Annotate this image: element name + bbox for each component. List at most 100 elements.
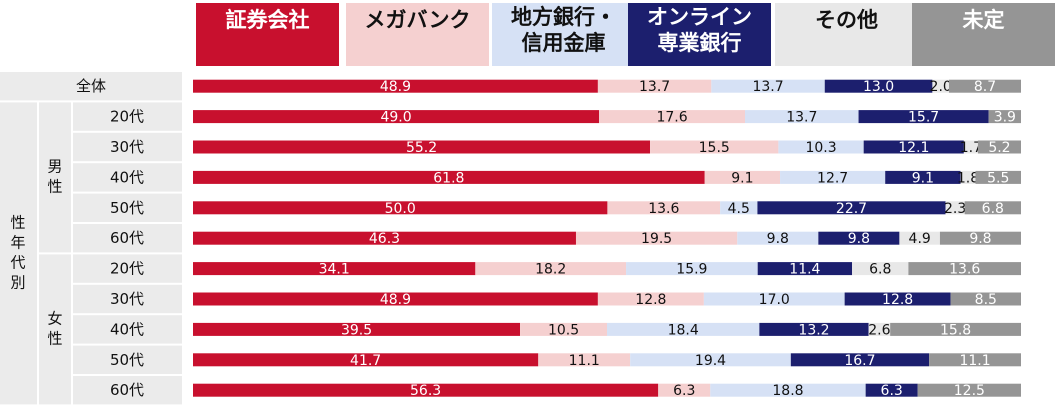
data-label: 1.8 bbox=[957, 170, 979, 186]
legend-label-1: メガバンク bbox=[364, 8, 470, 32]
data-label: 13.0 bbox=[863, 79, 894, 95]
group-label-female: 女性 bbox=[47, 309, 62, 347]
data-label: 3.9 bbox=[994, 110, 1016, 126]
data-label: 34.1 bbox=[319, 262, 350, 278]
row-label-bg bbox=[73, 193, 182, 222]
legend-label-4: その他 bbox=[815, 8, 878, 32]
row-label-bg bbox=[73, 224, 182, 253]
bar-segment bbox=[193, 110, 600, 124]
bar-segment bbox=[818, 231, 900, 245]
bar-segment bbox=[960, 170, 976, 184]
bar-segment bbox=[475, 262, 627, 276]
data-label: 50.0 bbox=[385, 201, 416, 217]
data-label: 10.3 bbox=[805, 140, 836, 156]
row-label: 40代 bbox=[110, 320, 144, 338]
legend-box-1 bbox=[346, 3, 489, 66]
bar-segment bbox=[757, 262, 853, 276]
female-label-bg bbox=[39, 254, 71, 405]
bar-segment bbox=[193, 262, 476, 276]
legend-label-2: 地方銀行・信用金庫 bbox=[511, 5, 616, 55]
bar-segment bbox=[737, 231, 819, 245]
bar-segment bbox=[193, 383, 659, 397]
row-label-bg bbox=[73, 315, 182, 344]
data-label: 22.7 bbox=[836, 201, 867, 217]
row-label-bg bbox=[73, 284, 182, 314]
data-label: 12.5 bbox=[954, 383, 985, 399]
data-label: 12.8 bbox=[882, 292, 913, 308]
data-label: 8.7 bbox=[974, 79, 996, 95]
data-label: 13.7 bbox=[639, 79, 670, 95]
bar-segment bbox=[852, 262, 909, 276]
row-label-bg bbox=[73, 254, 182, 283]
bar-segment bbox=[932, 79, 949, 93]
bar-segment bbox=[899, 231, 940, 245]
bar-segment bbox=[890, 322, 1021, 336]
legend-label-3: オンライン専業銀行 bbox=[647, 5, 752, 55]
bar-segment bbox=[704, 170, 781, 184]
data-label: 6.8 bbox=[869, 262, 891, 278]
bar-segment bbox=[193, 79, 598, 93]
data-label: 6.3 bbox=[881, 383, 903, 399]
data-label: 15.5 bbox=[699, 140, 730, 156]
bar-segment bbox=[885, 170, 961, 184]
data-label: 61.8 bbox=[433, 170, 464, 186]
data-label: 15.9 bbox=[676, 262, 707, 278]
group-label-age-gender: 性年代別 bbox=[10, 213, 25, 291]
data-label: 12.8 bbox=[635, 292, 666, 308]
bar-segment bbox=[520, 322, 607, 336]
data-label: 19.5 bbox=[641, 231, 672, 247]
bar-segment bbox=[607, 322, 760, 336]
data-label: 2.0 bbox=[930, 79, 952, 95]
row-label: 20代 bbox=[110, 260, 144, 278]
data-label: 56.3 bbox=[410, 383, 441, 399]
data-label: 9.1 bbox=[912, 170, 934, 186]
bar-segment bbox=[538, 353, 631, 367]
data-label: 2.3 bbox=[944, 201, 966, 217]
data-label: 13.7 bbox=[786, 110, 817, 126]
legend-box-4 bbox=[775, 3, 918, 66]
bar-segment bbox=[975, 170, 1021, 184]
bar-segment bbox=[963, 140, 978, 154]
data-label: 18.4 bbox=[668, 322, 699, 338]
bar-segment bbox=[626, 262, 758, 276]
row-label: 50代 bbox=[110, 351, 144, 369]
data-label: 4.5 bbox=[728, 201, 750, 217]
data-label: 18.2 bbox=[535, 262, 566, 278]
bar-segment bbox=[908, 262, 1021, 276]
bar-segment bbox=[977, 140, 1021, 154]
legend-label-0: 証券会社 bbox=[226, 8, 310, 32]
data-label: 41.7 bbox=[350, 353, 381, 369]
bar-segment bbox=[759, 322, 869, 336]
bar-segment bbox=[193, 353, 539, 367]
bar-segment bbox=[929, 353, 1021, 367]
bar-segment bbox=[945, 201, 965, 215]
bar-segment bbox=[597, 79, 712, 93]
row-label: 30代 bbox=[110, 290, 144, 308]
bar-segment bbox=[865, 383, 918, 397]
data-label: 49.0 bbox=[380, 110, 411, 126]
bar-segment bbox=[658, 383, 711, 397]
bar-segment bbox=[630, 353, 791, 367]
bar-segment bbox=[575, 231, 738, 245]
legend-label-5: 未定 bbox=[963, 8, 1005, 32]
row-label: 60代 bbox=[110, 381, 144, 399]
data-label: 10.5 bbox=[548, 322, 579, 338]
legend-box-2 bbox=[492, 3, 635, 66]
bar-segment bbox=[710, 383, 866, 397]
data-label: 9.1 bbox=[731, 170, 753, 186]
data-label: 46.3 bbox=[369, 231, 400, 247]
male-label-bg bbox=[39, 102, 71, 253]
data-label: 6.3 bbox=[673, 383, 695, 399]
bar-segment bbox=[950, 292, 1021, 306]
data-label: 13.6 bbox=[949, 262, 980, 278]
bar-segment bbox=[193, 322, 521, 336]
bar-segment bbox=[193, 201, 608, 215]
bar-segment bbox=[597, 292, 704, 306]
bar-segment bbox=[703, 292, 845, 306]
bar-segment bbox=[778, 140, 864, 154]
bar-segment bbox=[193, 231, 576, 245]
data-label: 17.6 bbox=[656, 110, 687, 126]
bar-segment bbox=[720, 201, 758, 215]
bar-segment bbox=[988, 110, 1021, 124]
